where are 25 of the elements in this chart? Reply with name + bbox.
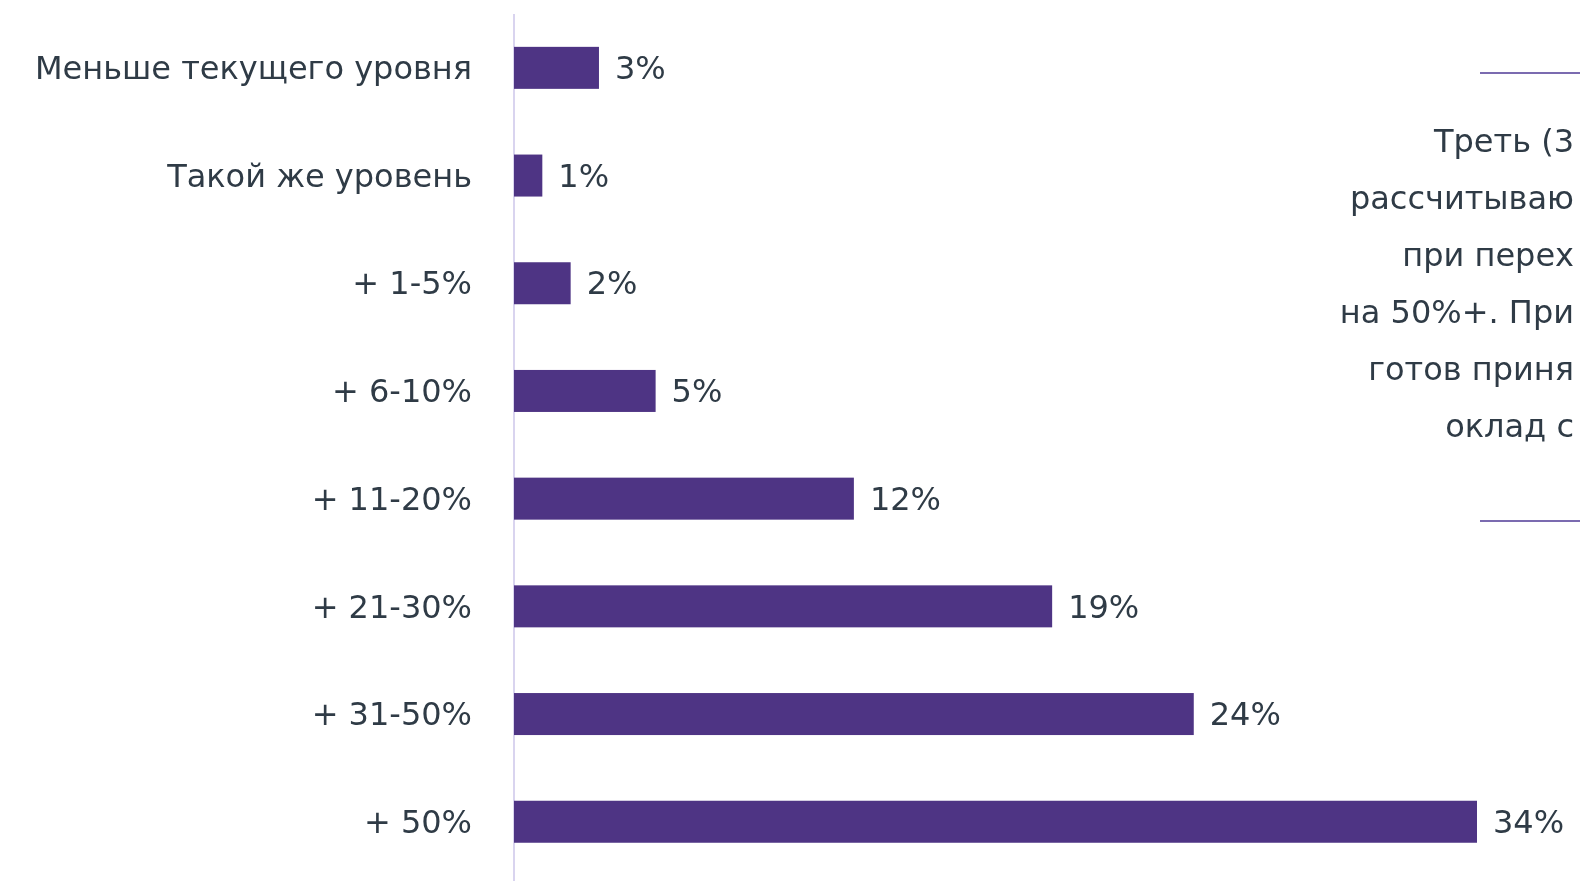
data-label: 5% bbox=[671, 372, 723, 411]
y-tick-label: + 6-10% bbox=[331, 372, 472, 411]
data-label: 19% bbox=[1068, 587, 1140, 626]
data-label: 3% bbox=[614, 49, 666, 88]
bar bbox=[514, 262, 571, 305]
y-tick-label: + 50% bbox=[363, 802, 472, 841]
bar bbox=[514, 46, 599, 89]
annotation: Треть (3 рассчитываю при перех на 50%+. При готов приня оклад с bbox=[1339, 122, 1574, 445]
data-label: 34% bbox=[1493, 802, 1565, 841]
data-label: 12% bbox=[869, 479, 942, 518]
y-tick-label: + 11-20% bbox=[311, 479, 472, 518]
y-tick-label: Такой же уровень bbox=[166, 156, 472, 195]
data-label: 1% bbox=[558, 156, 610, 195]
y-tick-label: Меньше текущего уровня bbox=[34, 49, 472, 88]
y-tick-label: + 31-50% bbox=[311, 695, 472, 734]
data-label: 24% bbox=[1209, 695, 1281, 734]
bar bbox=[514, 693, 1194, 736]
bar bbox=[514, 369, 656, 412]
bar bbox=[514, 477, 854, 520]
data-label: 2% bbox=[586, 264, 638, 303]
y-tick-label: + 1-5% bbox=[352, 264, 472, 303]
bar bbox=[514, 585, 1053, 628]
y-tick-label: + 21-30% bbox=[311, 587, 472, 626]
bar bbox=[514, 154, 543, 197]
bar bbox=[514, 800, 1477, 843]
